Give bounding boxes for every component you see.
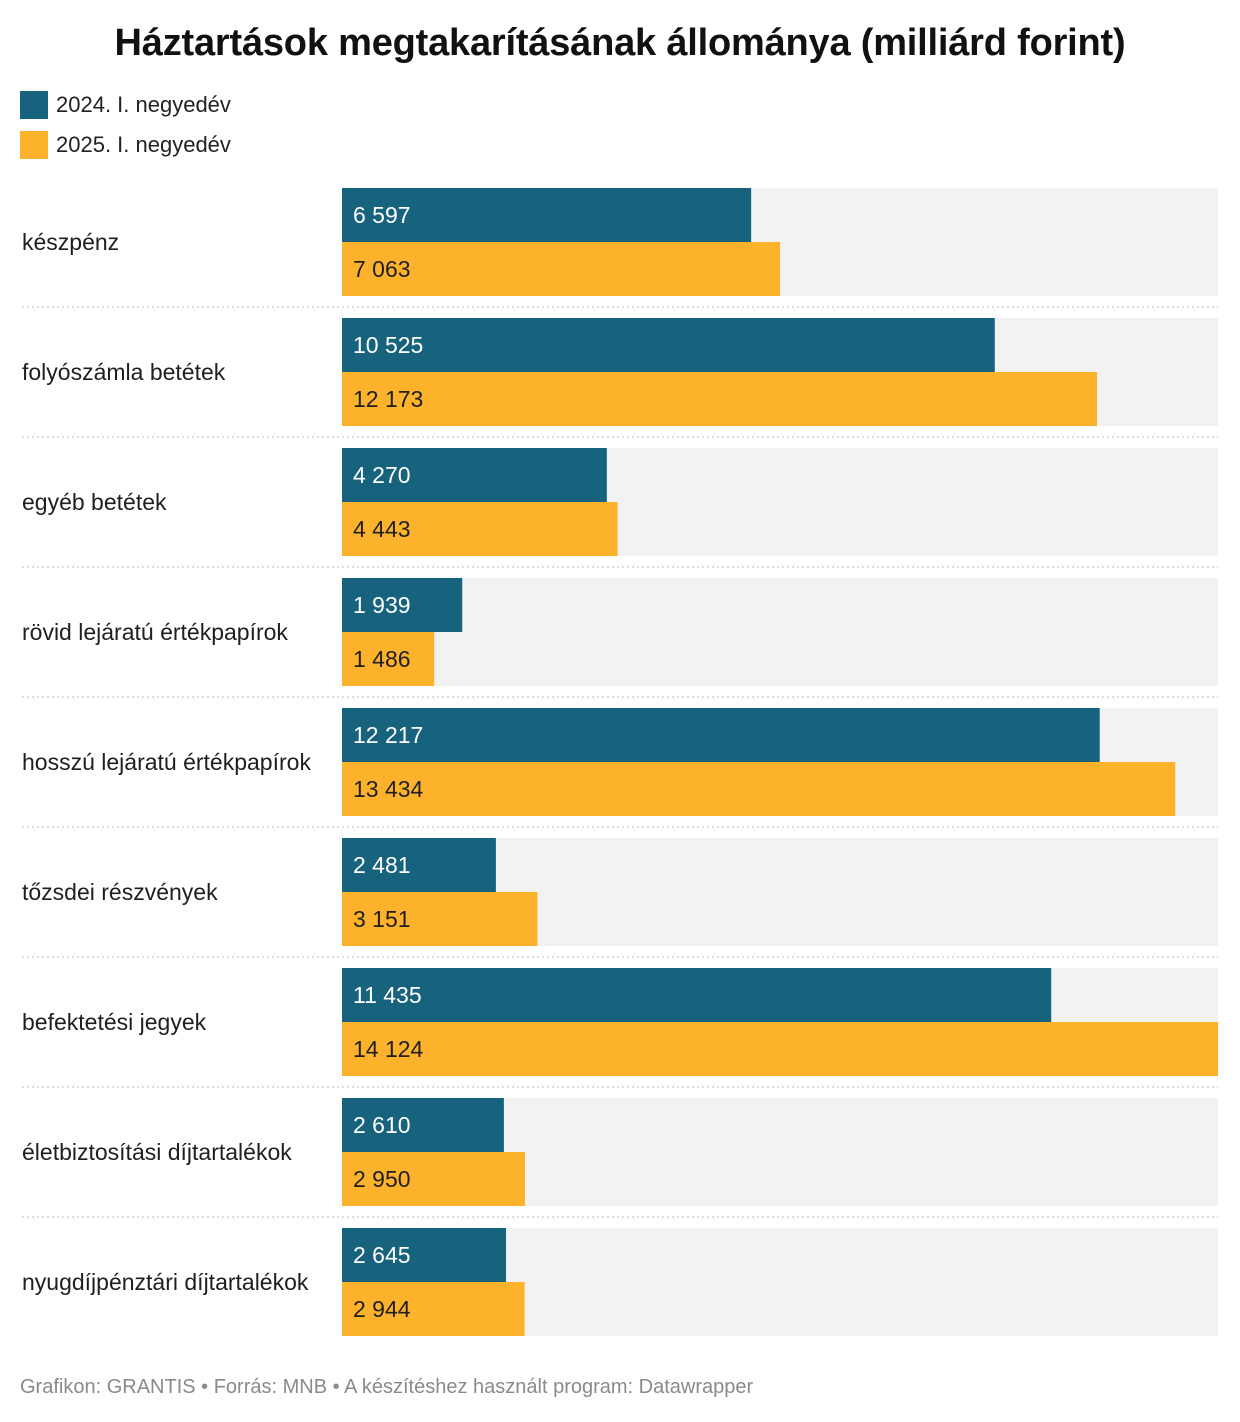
legend-swatch-2025 — [20, 131, 48, 159]
bar — [342, 242, 781, 296]
bar — [342, 372, 1097, 426]
category-label: hosszú lejáratú értékpapírok — [22, 749, 311, 775]
bar-track — [342, 578, 1218, 686]
bar — [342, 1152, 525, 1206]
chart-title: Háztartások megtakarításának állománya (… — [114, 22, 1126, 64]
data-label: 6 597 — [353, 202, 411, 228]
category-label: rövid lejáratú értékpapírok — [22, 619, 288, 645]
bar — [342, 892, 538, 946]
data-label: 4 443 — [353, 516, 411, 542]
data-label: 10 525 — [353, 332, 423, 358]
legend-swatch-2024 — [20, 91, 48, 119]
bar — [342, 968, 1052, 1022]
data-label: 2 944 — [353, 1296, 411, 1322]
data-label: 2 950 — [353, 1166, 411, 1192]
data-label: 1 486 — [353, 646, 411, 672]
data-label: 11 435 — [353, 982, 422, 1008]
data-label: 12 217 — [353, 722, 423, 748]
data-label: 2 481 — [353, 852, 411, 878]
bar — [342, 838, 496, 892]
data-label: 7 063 — [353, 256, 411, 282]
bar — [342, 762, 1176, 816]
bar — [342, 1282, 525, 1336]
legend-label-2025: 2025. I. negyedév — [56, 132, 231, 157]
data-label: 12 173 — [353, 386, 423, 412]
bar — [342, 1022, 1218, 1076]
bar — [342, 708, 1100, 762]
category-label: befektetési jegyek — [22, 1009, 207, 1035]
footer-credits: Grafikon: GRANTIS • Forrás: MNB • A kész… — [20, 1376, 754, 1398]
legend-item-2024: 2024. I. negyedév — [20, 90, 231, 120]
data-label: 14 124 — [353, 1036, 424, 1062]
data-label: 13 434 — [353, 776, 424, 802]
bar — [342, 502, 618, 556]
bar — [342, 1228, 507, 1282]
bar — [342, 578, 463, 632]
data-label: 1 939 — [353, 592, 411, 618]
category-label: egyéb betétek — [22, 489, 167, 515]
category-label: tőzsdei részvények — [22, 879, 218, 905]
data-label: 2 610 — [353, 1112, 411, 1138]
data-label: 2 645 — [353, 1242, 411, 1268]
bar — [342, 632, 435, 686]
category-label: folyószámla betétek — [22, 359, 226, 385]
category-label: készpénz — [22, 229, 119, 255]
data-label: 4 270 — [353, 462, 411, 488]
legend: 2024. I. negyedév 2025. I. negyedév — [20, 90, 231, 170]
bar — [342, 1098, 504, 1152]
category-label: életbiztosítási díjtartalékok — [22, 1139, 292, 1165]
bar — [342, 448, 607, 502]
legend-item-2025: 2025. I. negyedév — [20, 130, 231, 160]
bar — [342, 318, 995, 372]
data-label: 3 151 — [353, 906, 411, 932]
category-label: nyugdíjpénztári díjtartalékok — [22, 1269, 309, 1295]
bar — [342, 188, 752, 242]
legend-label-2024: 2024. I. negyedév — [56, 92, 231, 117]
